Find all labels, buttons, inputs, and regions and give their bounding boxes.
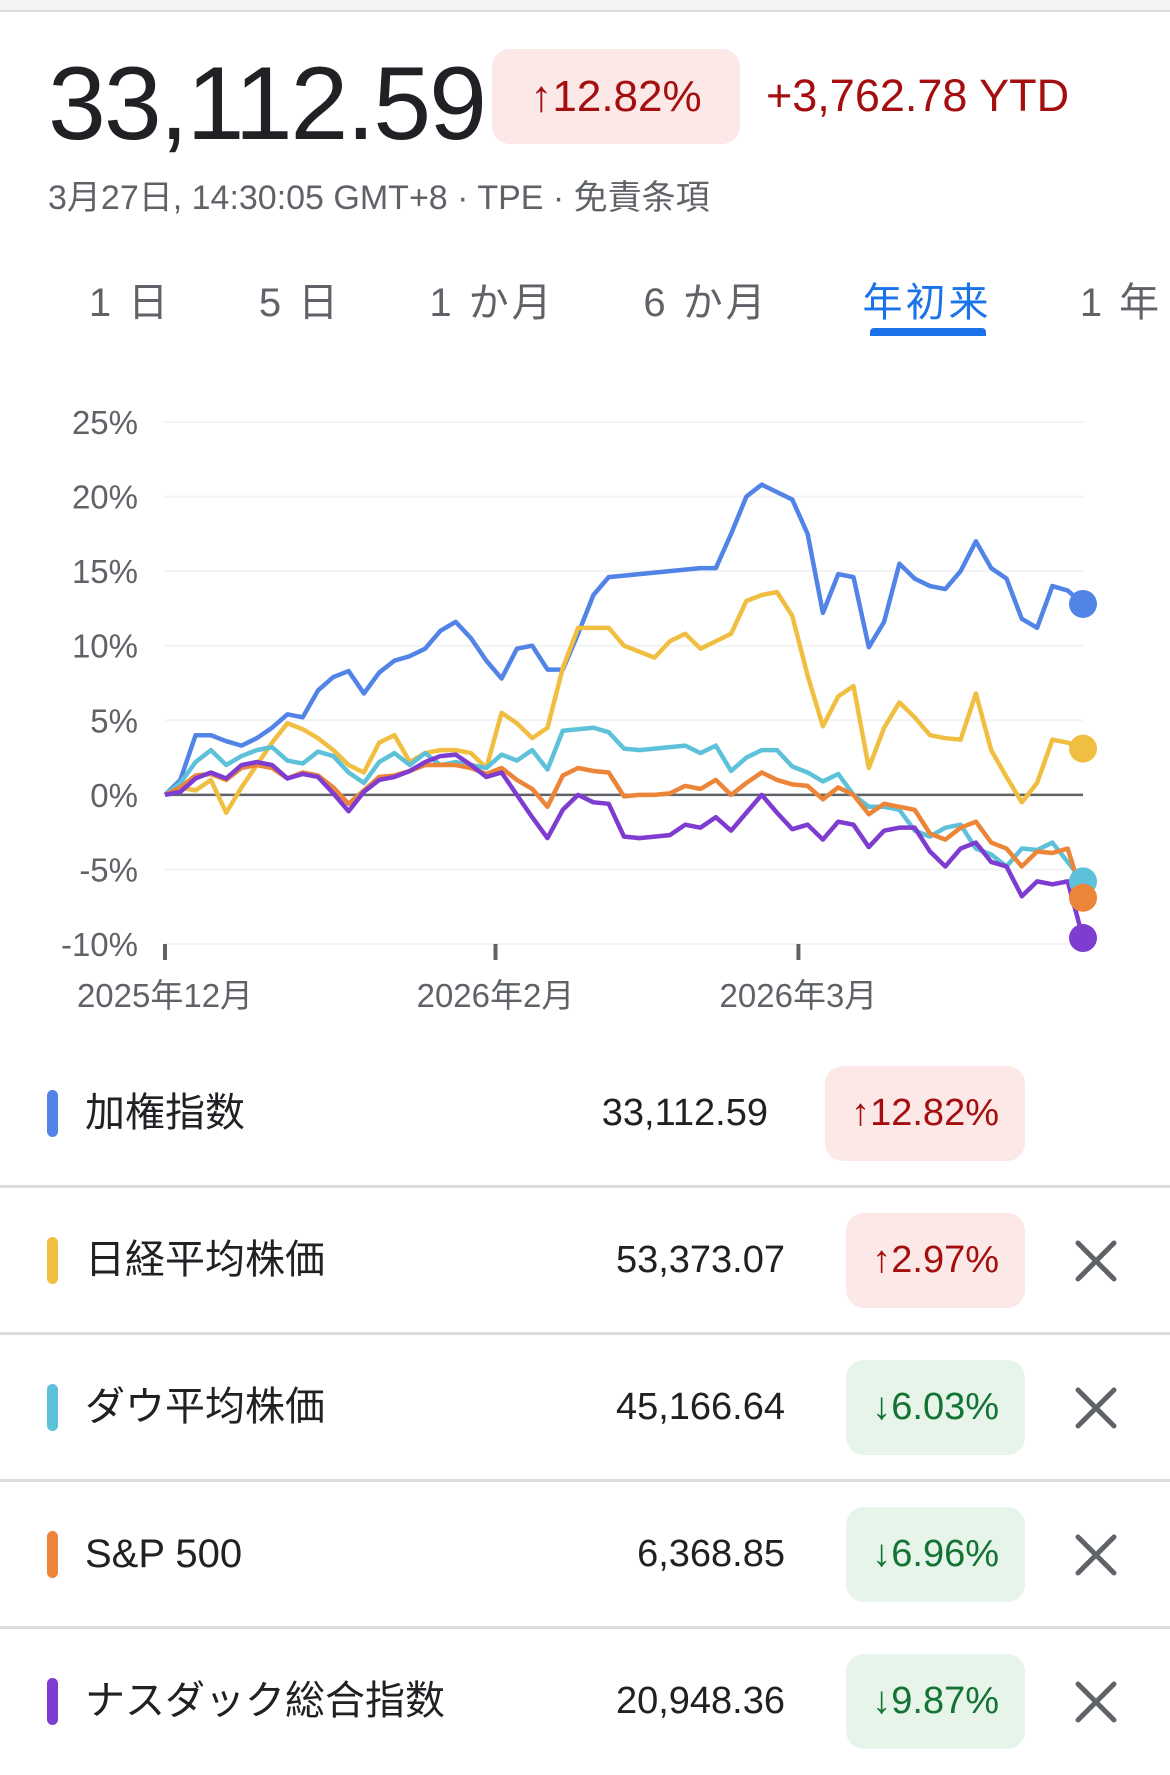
change-badge: ↑ 12.82% — [825, 1066, 1025, 1161]
change-badge: ↓ 9.87% — [846, 1654, 1025, 1749]
y-tick-label: 0% — [90, 777, 138, 814]
tab-0[interactable]: 1 日 — [88, 281, 172, 325]
series-end-dot-3 — [1069, 883, 1097, 912]
arrow-up-icon: ↑ — [530, 71, 553, 121]
list-item[interactable]: 加権指数 33,112.59 ↑ 12.82% — [0, 1040, 1170, 1187]
change-pct: 9.87% — [891, 1680, 999, 1722]
y-tick-label: -10% — [61, 926, 138, 963]
series-line-4 — [164, 752, 1086, 939]
y-tick-label: 15% — [72, 553, 138, 590]
index-name: ダウ平均株価 — [85, 1385, 325, 1429]
series-color-marker — [47, 1090, 58, 1137]
arrow-down-icon: ↓ — [872, 1680, 892, 1722]
change-badge: ↑ 2.97% — [846, 1213, 1025, 1308]
close-icon[interactable] — [1074, 1680, 1118, 1724]
row-divider — [0, 1626, 1170, 1629]
series-color-marker — [47, 1237, 58, 1284]
arrow-down-icon: ↓ — [872, 1386, 892, 1428]
index-value: 33,112.59 — [601, 1092, 768, 1134]
arrow-up-icon: ↑ — [872, 1239, 892, 1281]
series-color-marker — [47, 1531, 58, 1578]
close-icon[interactable] — [1074, 1239, 1118, 1283]
active-tab-indicator — [870, 328, 986, 336]
list-item[interactable]: ナスダック総合指数 20,948.36 ↓ 9.87% — [0, 1628, 1170, 1775]
series-end-dot-4 — [1069, 924, 1097, 953]
row-divider — [0, 1332, 1170, 1335]
index-value: 45,166.64 — [615, 1386, 785, 1428]
change-badge: ↓ 6.03% — [846, 1360, 1025, 1455]
index-value: 6,368.85 — [637, 1533, 785, 1575]
index-name: S&P 500 — [85, 1532, 243, 1576]
y-tick-label: 25% — [72, 404, 138, 441]
series-line-2 — [163, 725, 1085, 883]
list-item[interactable]: 日経平均株価 53,373.07 ↑ 2.97% — [0, 1187, 1170, 1334]
series-color-marker — [47, 1678, 58, 1725]
series-end-dot-0 — [1069, 589, 1097, 618]
change-pct: 12.82% — [552, 71, 702, 121]
comparison-chart: 25% 20% 15% 10% 5% 0% -5% -10% 2025年12月 2026年2月 20… — [61, 404, 1097, 1014]
list-item[interactable]: S&P 500 6,368.85 ↓ 6.96% — [0, 1481, 1170, 1628]
row-divider — [0, 1185, 1170, 1188]
index-value: 20,948.36 — [615, 1680, 785, 1722]
y-tick-label: 5% — [90, 702, 138, 739]
close-icon[interactable] — [1074, 1533, 1118, 1577]
ytd-change: +3,762.78 YTD — [766, 70, 1070, 121]
tab-3[interactable]: 6 か月 — [643, 281, 769, 325]
change-pct: 6.96% — [891, 1533, 999, 1575]
timestamp-disclaimer[interactable]: 3月27日, 14:30:05 GMT+8 · TPE · 免責条項 — [48, 179, 710, 217]
change-pct: 12.82% — [870, 1092, 999, 1134]
close-icon[interactable] — [1074, 1386, 1118, 1430]
change-pct: 6.03% — [891, 1386, 999, 1428]
top-divider — [0, 0, 1170, 12]
tab-5[interactable]: 1 年 — [1079, 281, 1163, 325]
x-tick-label: 2025年12月 — [77, 977, 253, 1014]
arrow-up-icon: ↑ — [851, 1092, 871, 1134]
index-name: ナスダック総合指数 — [85, 1679, 445, 1723]
arrow-down-icon: ↓ — [872, 1533, 892, 1575]
x-tick-label: 2026年2月 — [417, 977, 575, 1014]
y-tick-label: 10% — [72, 628, 138, 665]
index-value: 53,373.07 — [615, 1239, 785, 1281]
x-tick-label: 2026年3月 — [720, 977, 878, 1014]
tab-4[interactable]: 年初来 — [862, 281, 992, 325]
y-tick-label: -5% — [79, 851, 138, 888]
change-pct: 2.97% — [891, 1239, 999, 1281]
tab-2[interactable]: 1 か月 — [429, 281, 555, 325]
series-line-1 — [164, 589, 1084, 816]
list-item[interactable]: ダウ平均株価 45,166.64 ↓ 6.03% — [0, 1334, 1170, 1481]
series-color-marker — [47, 1384, 58, 1431]
row-divider — [0, 1479, 1170, 1482]
current-price: 33,112.59 — [48, 46, 487, 162]
series-line-0 — [163, 482, 1085, 797]
y-tick-label: 20% — [72, 479, 138, 516]
change-badge: ↑ 12.82% — [492, 49, 740, 144]
series-end-dot-1 — [1069, 734, 1097, 763]
change-badge: ↓ 6.96% — [846, 1507, 1025, 1602]
index-name: 日経平均株価 — [85, 1238, 325, 1282]
index-name: 加権指数 — [85, 1091, 245, 1135]
tab-1[interactable]: 5 日 — [258, 281, 342, 325]
